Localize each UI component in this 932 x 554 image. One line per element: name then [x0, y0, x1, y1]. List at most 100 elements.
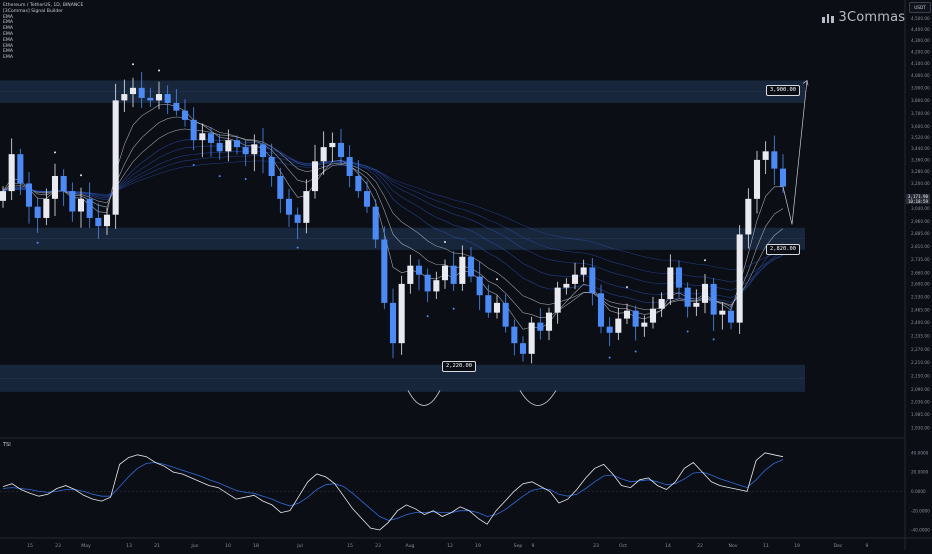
support-mid-price-tag[interactable]: 2,820.00	[766, 244, 800, 255]
candle-body	[727, 310, 735, 323]
price-tick-label: 2,270.00	[911, 347, 930, 352]
candle-body	[667, 267, 674, 300]
time-tick-label: 23	[375, 543, 381, 549]
candle-body	[745, 198, 752, 235]
indicator-ema-2[interactable]: EMA	[3, 20, 14, 26]
buy-signal-marker	[36, 241, 39, 244]
time-tick-label: 15	[347, 543, 353, 549]
candle-body	[389, 302, 397, 344]
currency-button[interactable]: USDT	[909, 2, 931, 13]
current-price-value: 3,171.90	[907, 194, 929, 199]
buy-signal-marker	[686, 330, 689, 333]
time-tick-label: 23	[593, 543, 599, 549]
candle-body	[398, 283, 405, 344]
price-tick-label: 2,885.00	[911, 231, 930, 236]
candle-body	[545, 312, 553, 331]
candle-body	[719, 310, 726, 315]
candle-body	[701, 283, 709, 303]
candle-body	[476, 276, 483, 296]
projection-arrow	[782, 79, 809, 225]
candle-body	[8, 154, 15, 192]
time-axis[interactable]: 15 23 May 13 21 Jun 10 18 Jul 15 23 Aug 12 19 Sep 9 23 Oc…	[27, 543, 868, 549]
candle-body	[346, 157, 353, 176]
price-tick-label: 2,530.00	[911, 295, 930, 300]
indicator-ema-5[interactable]: EMA	[3, 37, 14, 43]
candle-body	[355, 175, 362, 192]
support-resistance-zones	[0, 80, 805, 392]
countdown-timer: 10:18:59	[907, 199, 929, 204]
indicator-signal-builder[interactable]: [3Commas] Signal Builder	[3, 8, 63, 14]
candle-body	[251, 144, 258, 155]
indicator-ema-3[interactable]: EMA	[3, 26, 14, 32]
projection-arrowhead	[802, 79, 809, 86]
time-tick-label: 9	[866, 543, 869, 549]
candle-body	[675, 267, 683, 288]
candle-body	[285, 198, 293, 215]
time-tick-label: 21	[154, 543, 160, 549]
candle-body	[181, 110, 189, 120]
candle-body	[95, 217, 102, 227]
candle-body	[0, 191, 7, 201]
candle-body	[173, 102, 180, 111]
candle-body	[658, 299, 665, 309]
buy-signal-marker	[296, 246, 299, 249]
symbol-title[interactable]: Ethereum / TetherUS, 1D, BINANCE	[3, 3, 84, 8]
tsi-indicator-label[interactable]: TSI	[3, 442, 11, 448]
candle-body	[407, 265, 414, 284]
indicator-ema-7[interactable]: EMA	[3, 49, 14, 55]
candle-body	[511, 326, 518, 344]
candle-body	[216, 142, 223, 152]
price-tick-label: 2,150.00	[911, 373, 930, 378]
indicator-ema-1[interactable]: EMA	[3, 14, 14, 20]
candle-body	[311, 161, 319, 192]
candle-body	[693, 302, 700, 307]
candle-body	[493, 302, 501, 313]
price-tick-label: 2,210.00	[911, 360, 930, 365]
buy-signal-marker	[634, 350, 637, 353]
candle-body	[467, 256, 475, 277]
time-tick-label: Jun	[190, 543, 198, 549]
indicator-ema-4[interactable]: EMA	[3, 31, 14, 37]
time-tick-label: 23	[55, 543, 61, 549]
price-tick-label: 3,280.00	[911, 169, 930, 174]
price-tick-label: 3,200.00	[911, 181, 930, 186]
candle-body	[233, 140, 241, 148]
sell-signal-marker	[704, 259, 706, 262]
brand-bars-icon	[822, 13, 834, 23]
candle-body	[424, 274, 431, 292]
sell-signal-marker	[132, 63, 134, 66]
indicator-ema-6[interactable]: EMA	[3, 43, 14, 49]
price-tick-label: 3,900.00	[911, 85, 930, 90]
sell-signal-marker	[496, 278, 498, 281]
tsi-signal-line	[2, 459, 784, 521]
candle-body	[69, 191, 76, 212]
buy-signal-marker	[608, 356, 611, 359]
buy-signal-marker	[218, 175, 221, 178]
candle-body	[51, 175, 59, 199]
current-price-label: 3,171.90 10:18:59	[906, 194, 930, 204]
price-tick-label: 2,735.00	[911, 257, 930, 262]
price-axis[interactable]: 4,600.004,500.004,400.004,300.004,200.00…	[911, 6, 930, 431]
sell-signal-marker	[54, 151, 56, 154]
candle-body	[164, 94, 171, 103]
candle-body	[363, 191, 371, 207]
price-tick-label: 2,465.00	[911, 307, 930, 312]
price-tick-label: 2,335.00	[911, 333, 930, 338]
candle-body	[17, 154, 24, 184]
indicator-ema-8[interactable]: EMA	[3, 55, 14, 61]
candle-body	[155, 94, 163, 101]
candle-body	[502, 302, 509, 327]
tsi-panel	[0, 452, 905, 531]
candle-body	[649, 308, 657, 323]
candle-body	[736, 234, 743, 323]
price-tick-label: 1,985.00	[911, 412, 930, 417]
time-tick-label: Nov	[729, 543, 738, 549]
resistance-price-tag[interactable]: 3,900.00	[766, 85, 800, 96]
price-tick-label: 2,660.00	[911, 270, 930, 275]
ema-line-2	[2, 116, 784, 319]
candle-body	[320, 147, 327, 162]
support-low-price-tag[interactable]: 2,220.00	[442, 361, 476, 372]
